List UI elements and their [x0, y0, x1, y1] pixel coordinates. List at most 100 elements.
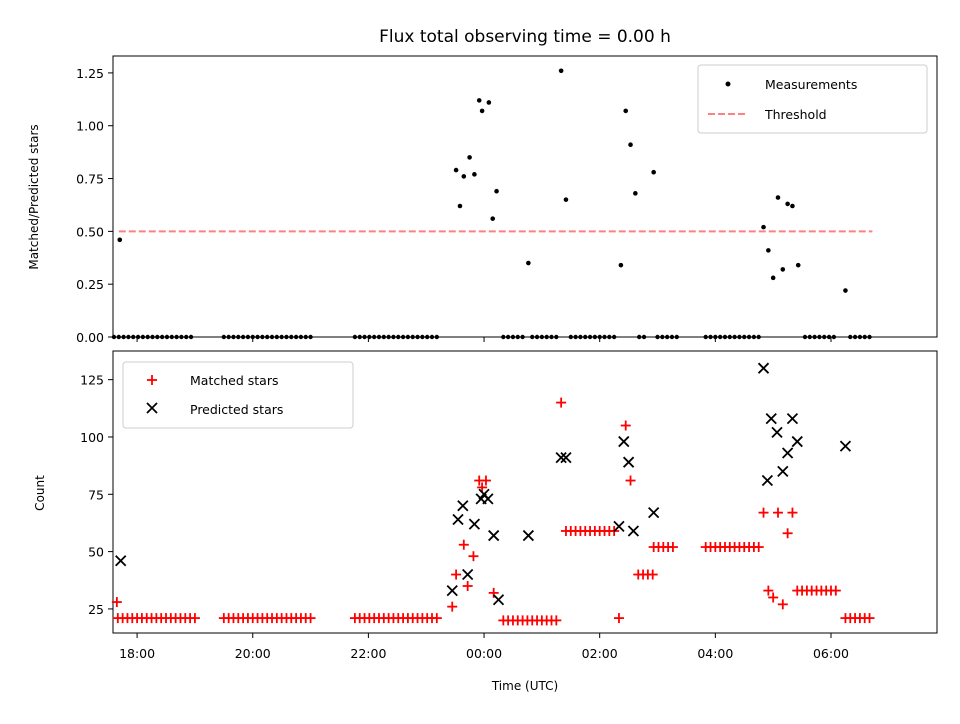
- predicted-star-point: [462, 568, 474, 581]
- measurement-point: [611, 334, 617, 340]
- measurement-point: [391, 334, 396, 340]
- measurement-point: [371, 334, 377, 340]
- measurement-point: [822, 334, 827, 340]
- predicted-star-point: [613, 520, 625, 533]
- measurement-point: [708, 334, 713, 340]
- predicted-star-point: [781, 447, 794, 459]
- chart-title: Flux total observing time = 0.00 h: [379, 27, 671, 47]
- measurement-point: [795, 262, 801, 268]
- measurement-point: [549, 334, 554, 340]
- measurement-point: [867, 334, 872, 340]
- matched-star-point: [189, 613, 200, 624]
- measurement-point: [597, 334, 602, 340]
- predicted-star-point: [765, 412, 777, 425]
- predicted-star-point: [757, 362, 770, 374]
- top-ytick-label: 0.25: [76, 277, 104, 292]
- predicted-star-point: [446, 584, 458, 597]
- measurement-point: [386, 334, 391, 340]
- measurement-point: [618, 262, 624, 268]
- matched-star-point: [864, 613, 875, 624]
- measurement-point: [420, 334, 425, 340]
- predicted-star-point: [522, 529, 535, 542]
- bottom-xtick-label: 04:00: [697, 646, 733, 661]
- measurement-point: [746, 334, 752, 340]
- measurement-point: [415, 334, 420, 340]
- top-legend: Measurements Threshold: [697, 64, 928, 134]
- bottom-legend-box: [122, 361, 354, 429]
- matched-star-point: [758, 507, 769, 518]
- measurement-point: [530, 334, 535, 340]
- predicted-star-point: [627, 525, 640, 537]
- measurement-point: [494, 188, 499, 194]
- predicted-star-point: [488, 529, 500, 542]
- measurement-point: [510, 334, 516, 340]
- measurement-point: [628, 142, 633, 148]
- matched-legend-marker: [147, 375, 157, 385]
- matched-star-point: [451, 569, 462, 580]
- measurement-point: [410, 334, 415, 340]
- matched-star-point: [763, 585, 774, 596]
- measurement-point: [303, 334, 308, 340]
- predicted-star-point: [457, 500, 469, 512]
- measurement-point: [362, 334, 367, 340]
- measurement-point: [250, 334, 255, 340]
- measurement-point: [396, 334, 401, 340]
- measurement-point: [843, 288, 848, 293]
- matched-star-point: [613, 613, 624, 624]
- matched-star-point: [305, 613, 316, 624]
- predicted-star-point: [468, 518, 481, 530]
- predicted-star-point: [618, 435, 630, 448]
- measurement-point: [802, 334, 808, 340]
- measurement-point: [812, 334, 817, 340]
- measurement-point: [260, 334, 265, 340]
- measurement-point: [544, 334, 549, 340]
- measurement-point: [674, 334, 679, 340]
- measurement-point: [434, 334, 440, 340]
- measurement-point: [184, 334, 189, 340]
- measurement-point: [405, 334, 411, 340]
- measurement-point: [424, 334, 430, 340]
- measurement-point: [255, 334, 260, 340]
- bottom-ytick-label: 75: [88, 487, 104, 502]
- bottom-ytick-label: 100: [80, 430, 104, 445]
- measurement-point: [150, 334, 155, 340]
- measurement-point: [717, 334, 723, 340]
- matched-star-point: [830, 585, 841, 596]
- bottom-xtick-label: 20:00: [235, 646, 271, 661]
- measurement-point: [429, 334, 435, 340]
- predicted-star-point: [622, 456, 635, 468]
- measurement-point: [293, 334, 299, 340]
- matched-star-point: [787, 507, 798, 518]
- measurement-point: [367, 334, 372, 340]
- top-ylabel: Matched/Predicted stars: [27, 124, 41, 269]
- measurement-point: [756, 334, 761, 340]
- measurement-point: [357, 334, 362, 340]
- predicted-star-point: [761, 474, 774, 487]
- bottom-xtick-label: 22:00: [350, 646, 386, 661]
- measurement-point: [857, 334, 863, 340]
- measurement-point: [651, 169, 656, 175]
- bottom-xtick-label: 06:00: [813, 646, 849, 661]
- measurement-point: [298, 334, 304, 340]
- predicted-star-point: [555, 451, 567, 464]
- top-ytick-label: 1.00: [76, 119, 104, 134]
- matched-star-point: [458, 539, 469, 550]
- matched-star-point: [468, 551, 479, 562]
- bottom-plot-frame: [112, 350, 938, 634]
- measurements-legend-label: Measurements: [765, 77, 857, 92]
- matched-star-point: [447, 601, 458, 612]
- measurement-point: [664, 334, 670, 340]
- measurement-point: [633, 191, 638, 196]
- measurement-point: [279, 334, 284, 340]
- measurement-point: [174, 334, 179, 340]
- measurement-point: [578, 334, 583, 340]
- measurement-point: [852, 334, 858, 340]
- measurement-point: [131, 334, 136, 340]
- matched-star-point: [620, 420, 631, 431]
- measurement-point: [583, 334, 588, 340]
- measurement-point: [231, 334, 236, 340]
- measurement-point: [703, 334, 708, 340]
- matched-star-point: [111, 597, 122, 608]
- measurement-point: [453, 167, 459, 173]
- predicted-star-point: [791, 435, 803, 448]
